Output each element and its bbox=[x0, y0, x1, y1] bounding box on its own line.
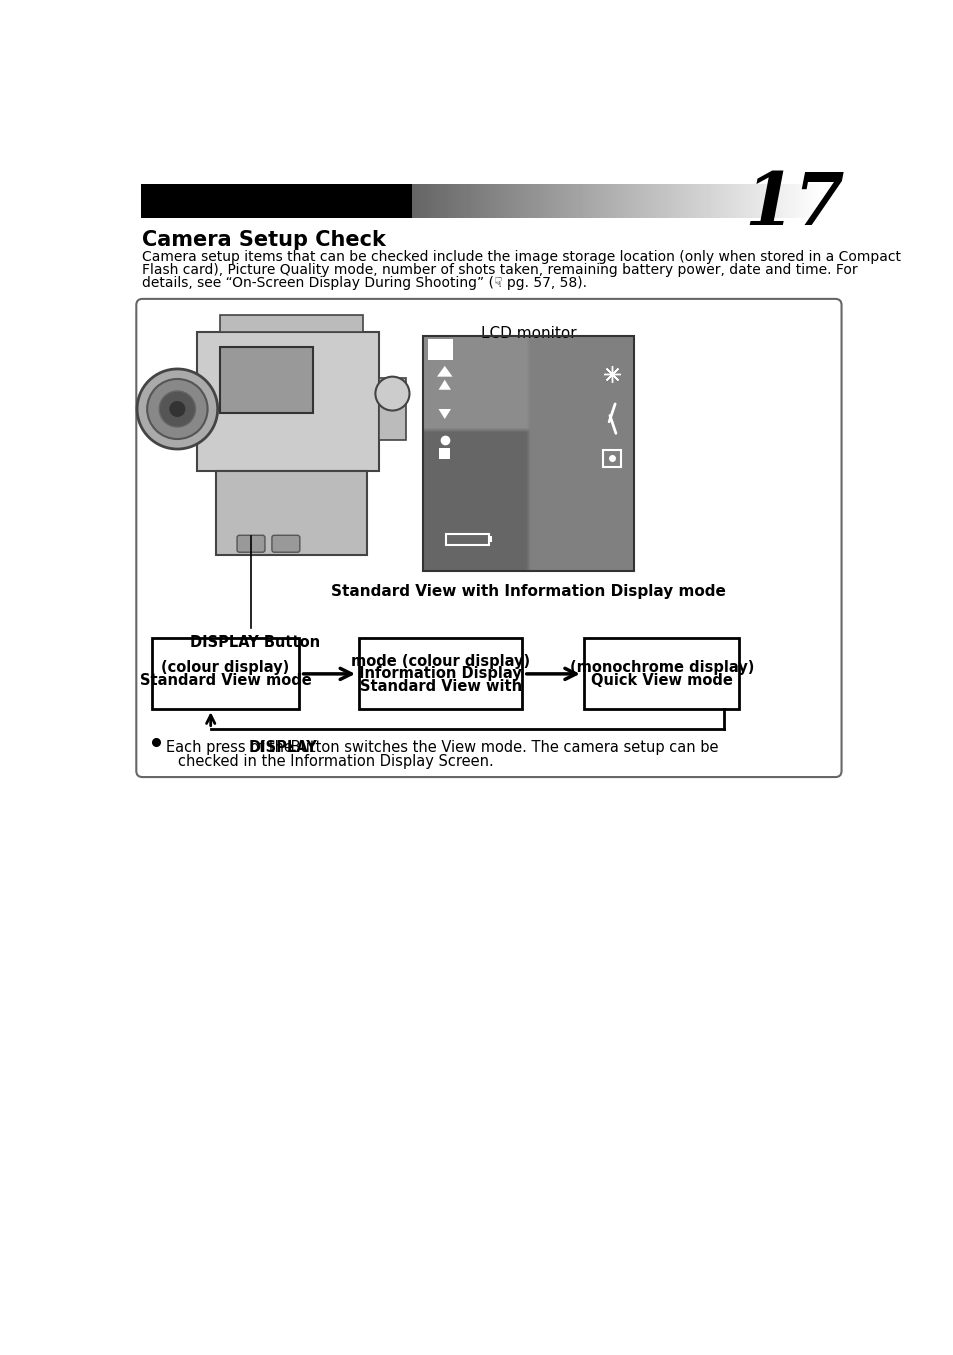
Text: Information Display: Information Display bbox=[359, 667, 521, 682]
Bar bbox=[359, 638, 521, 709]
Circle shape bbox=[169, 401, 185, 417]
Bar bbox=[378, 378, 406, 440]
Bar bbox=[141, 184, 412, 218]
Bar bbox=[220, 347, 313, 413]
Circle shape bbox=[147, 379, 208, 439]
Polygon shape bbox=[438, 409, 451, 419]
Text: 17: 17 bbox=[743, 168, 843, 240]
Text: Standard View mode: Standard View mode bbox=[139, 672, 311, 687]
Bar bbox=[583, 638, 739, 709]
Bar bbox=[446, 534, 488, 545]
Bar bbox=[488, 537, 492, 542]
Text: Flash card), Picture Quality mode, number of shots taken, remaining battery powe: Flash card), Picture Quality mode, numbe… bbox=[142, 263, 858, 276]
Text: mode (colour display): mode (colour display) bbox=[351, 654, 530, 669]
Text: Quick View mode: Quick View mode bbox=[590, 672, 732, 687]
FancyBboxPatch shape bbox=[136, 299, 841, 776]
Text: (monochrome display): (monochrome display) bbox=[569, 660, 753, 675]
Text: DISPLAY Button: DISPLAY Button bbox=[190, 634, 319, 649]
Text: DISPLAY: DISPLAY bbox=[249, 740, 317, 755]
FancyBboxPatch shape bbox=[236, 535, 265, 553]
Bar bbox=[220, 316, 363, 332]
Polygon shape bbox=[436, 366, 452, 377]
Bar bbox=[196, 332, 378, 470]
Bar bbox=[439, 449, 450, 459]
Text: details, see “On-Screen Display During Shooting” (☟ pg. 57, 58).: details, see “On-Screen Display During S… bbox=[142, 276, 587, 290]
Circle shape bbox=[159, 392, 195, 427]
Bar bbox=[422, 336, 633, 570]
Circle shape bbox=[375, 377, 409, 411]
Bar bbox=[427, 339, 452, 360]
Text: LCD monitor: LCD monitor bbox=[480, 325, 576, 341]
Text: Camera Setup Check: Camera Setup Check bbox=[142, 230, 386, 251]
Circle shape bbox=[137, 369, 217, 449]
Text: Button switches the View mode. The camera setup can be: Button switches the View mode. The camer… bbox=[286, 740, 718, 755]
Text: Camera setup items that can be checked include the image storage location (only : Camera setup items that can be checked i… bbox=[142, 249, 901, 264]
Bar bbox=[602, 450, 620, 466]
FancyBboxPatch shape bbox=[272, 535, 299, 553]
Text: Standard View with Information Display mode: Standard View with Information Display m… bbox=[331, 584, 725, 599]
Polygon shape bbox=[438, 379, 451, 390]
Bar bbox=[216, 470, 367, 556]
Text: Each press of the: Each press of the bbox=[166, 740, 297, 755]
Bar bbox=[152, 638, 298, 709]
Text: (colour display): (colour display) bbox=[161, 660, 290, 675]
Text: checked in the Information Display Screen.: checked in the Information Display Scree… bbox=[178, 753, 494, 768]
Text: Standard View with: Standard View with bbox=[359, 679, 521, 694]
